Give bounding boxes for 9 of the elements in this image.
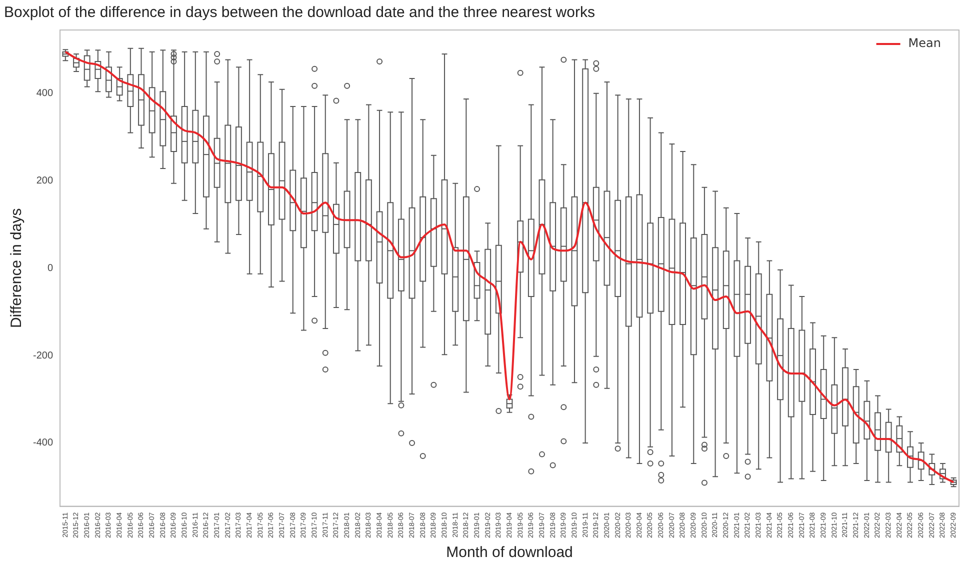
y-tick-label: 400: [36, 88, 54, 100]
y-tick-label: 200: [36, 176, 54, 187]
chart-title: Boxplot of the difference in days between the download date and the three nearest works: [4, 4, 595, 22]
y-tick-label: -200: [33, 350, 54, 362]
x-axis-title: Month of download: [446, 544, 573, 562]
y-axis-title: Difference in days: [8, 208, 26, 328]
legend-label: Mean: [908, 36, 941, 50]
y-tick-label: 0: [47, 262, 54, 274]
y-tick-label: -400: [33, 438, 54, 449]
